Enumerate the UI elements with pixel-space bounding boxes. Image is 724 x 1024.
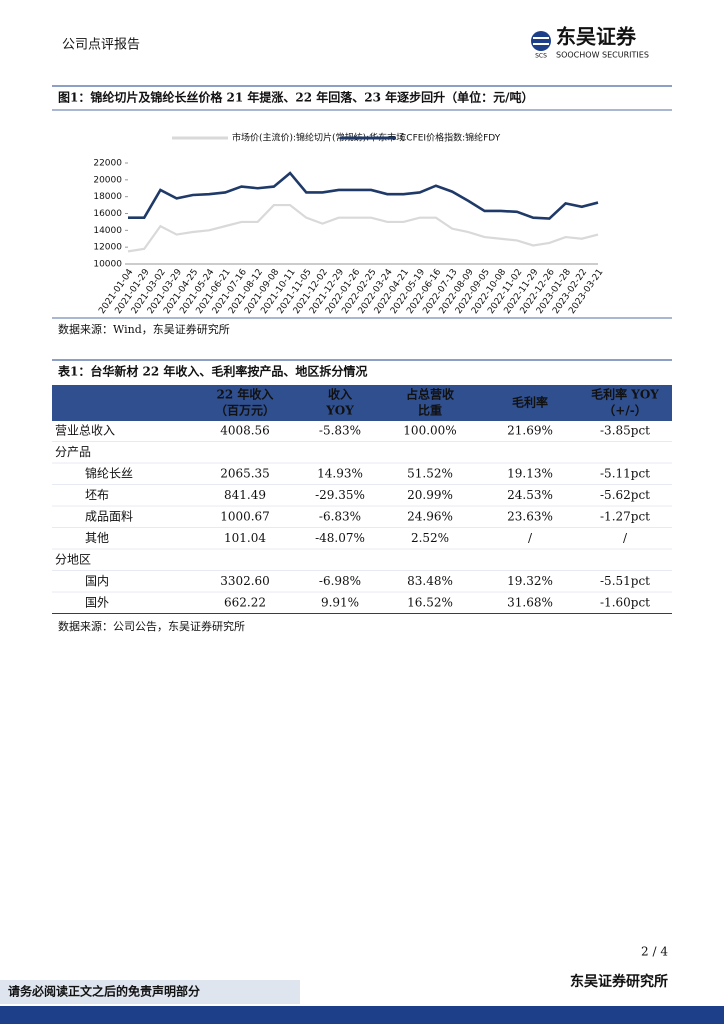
y-tick-label: 12000 [93, 243, 122, 253]
y-tick-label: 22000 [93, 159, 122, 169]
row-label: 分产品 [55, 445, 91, 459]
page-number: 2 / 4 [641, 945, 668, 959]
y-tick-label: 10000 [93, 260, 122, 270]
cell: 101.04 [224, 531, 266, 545]
row-label: 锦纶长丝 [85, 467, 133, 481]
cell: 21.69% [507, 424, 553, 438]
y-tick-label: 20000 [93, 175, 122, 185]
y-tick-label: 16000 [93, 209, 122, 219]
cell: 83.48% [407, 574, 453, 588]
line [127, 203, 599, 253]
header-cell: 收入 [328, 387, 352, 402]
cell: 841.49 [224, 488, 266, 502]
cell: / [623, 531, 628, 545]
figure-source: 数据来源：Wind，东吴证券研究所 [58, 322, 230, 336]
cell: 24.96% [407, 510, 453, 524]
header-cell: 毛利率 YOY [591, 387, 659, 402]
cell: -5.62pct [600, 488, 650, 502]
table-header-bg [52, 385, 672, 421]
cell: 24.53% [507, 488, 553, 502]
cell: 1000.67 [220, 510, 270, 524]
header-cell: 比重 [418, 403, 442, 418]
row-label: 分地区 [55, 553, 91, 567]
cell: 51.52% [407, 467, 453, 481]
row-label: 坯布 [85, 488, 109, 502]
cell: -6.98% [319, 574, 361, 588]
cell: 2.52% [411, 531, 449, 545]
logo-name: 东吴证券 [556, 25, 637, 49]
cell: -6.83% [319, 510, 361, 524]
cell: 662.22 [224, 596, 266, 610]
cell: 9.91% [321, 596, 359, 610]
cell: 20.99% [407, 488, 453, 502]
cell: -1.60pct [600, 596, 650, 610]
cell: -5.83% [319, 424, 361, 438]
footer-org: 东吴证券研究所 [570, 973, 668, 990]
y-tick-label: 14000 [93, 226, 122, 236]
cell: -29.35% [315, 488, 365, 502]
footer-bar [0, 1006, 724, 1024]
report-type: 公司点评报告 [62, 38, 140, 53]
table-title: 表1：台华新材 22 年收入、毛利率按产品、地区拆分情况 [57, 364, 367, 379]
row-label: 营业总收入 [55, 424, 115, 438]
cell: -1.27pct [600, 510, 650, 524]
header-cell: 占总营收 [406, 387, 454, 402]
cell: / [528, 531, 533, 545]
cell: -5.51pct [600, 574, 650, 588]
y-tick-label: 18000 [93, 192, 122, 202]
logo-english: SOOCHOW SECURITIES [556, 51, 649, 60]
cell: 19.13% [507, 467, 553, 481]
header-cell: （+/-） [603, 403, 646, 418]
header-cell: YOY [325, 404, 354, 418]
cell: 16.52% [407, 596, 453, 610]
logo: 东吴证券 SOOCHOW SECURITIES SCS [531, 25, 649, 60]
disclaimer: 请务必阅读正文之后的免责声明部分 [8, 984, 200, 999]
header-cell: （百万元） [215, 403, 275, 418]
cell: 23.63% [507, 510, 553, 524]
cell: -3.85pct [600, 424, 650, 438]
header-cell: 22 年收入 [217, 387, 274, 402]
line [128, 171, 599, 220]
cell: -48.07% [315, 531, 365, 545]
table-source: 数据来源：公司公告，东吴证券研究所 [58, 619, 245, 633]
logo-abbr: SCS [535, 53, 547, 60]
legend-label: 市场价(主流价):锦纶切片(常规纺):华东市场 [232, 132, 405, 144]
figure-title: 图1：锦纶切片及锦纶长丝价格 21 年提涨、22 年回落、23 年逐步回升（单位… [58, 90, 534, 105]
cell: 31.68% [507, 596, 553, 610]
header-cell: 毛利率 [512, 395, 548, 410]
cell: 14.93% [317, 467, 363, 481]
cell: 2065.35 [220, 467, 270, 481]
cell: 4008.56 [220, 424, 270, 438]
row-label: 成品面料 [85, 510, 133, 524]
disclaimer-band [0, 980, 300, 1004]
legend-label: CCFEI价格指数:锦纶FDY [400, 132, 501, 144]
cell: 3302.60 [220, 574, 270, 588]
cell: 100.00% [403, 424, 456, 438]
row-label: 国内 [85, 574, 109, 588]
row-label: 其他 [85, 531, 109, 545]
cell: -5.11pct [600, 467, 650, 481]
row-label: 国外 [85, 596, 109, 610]
cell: 19.32% [507, 574, 553, 588]
